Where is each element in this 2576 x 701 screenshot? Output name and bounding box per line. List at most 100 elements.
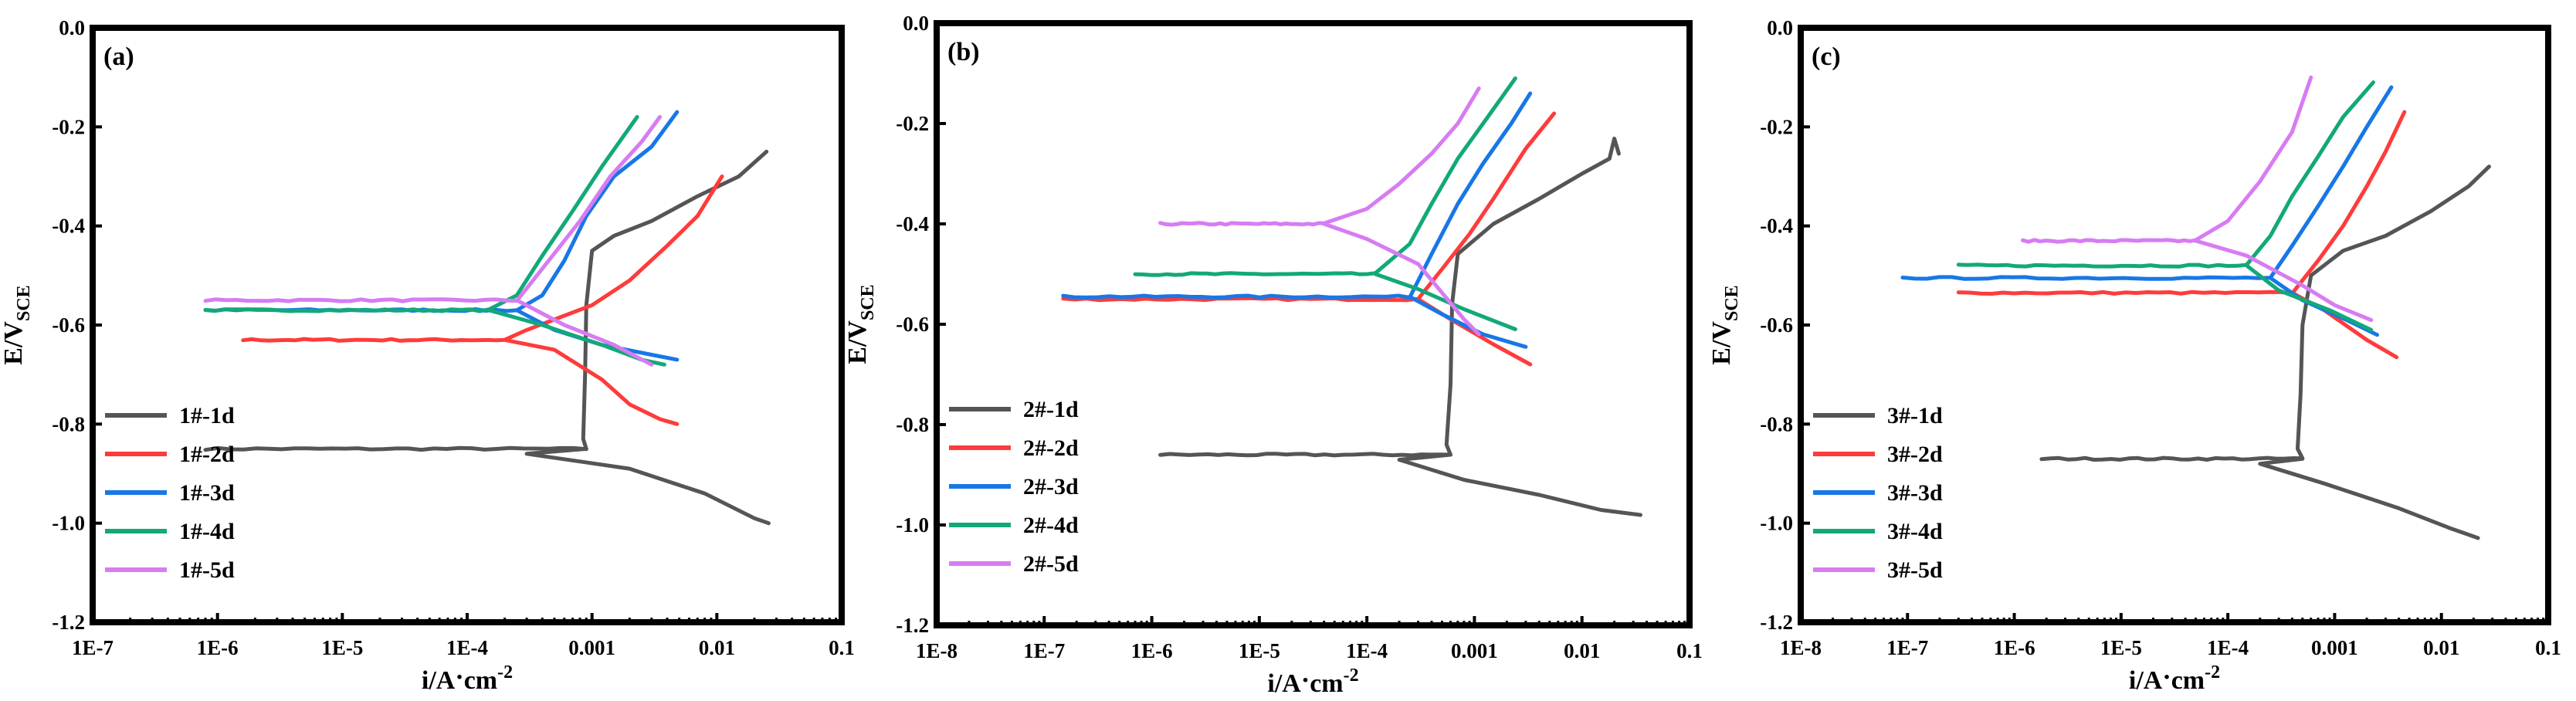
- series-line-1#-5d-anodic: [203, 115, 663, 303]
- y-tick-label: -0.2: [52, 115, 85, 138]
- chart-panel-3: 0.0 -0.2 -0.4 -0.6 -0.8 -1.0 -1.21E-8 1E-7 1E-6 1…: [1707, 16, 2561, 695]
- series-line-1#-1d-cathodic: [524, 446, 771, 526]
- series-line-2#-4d-anodic: [1133, 76, 1517, 277]
- y-tick-label: -0.2: [896, 112, 929, 135]
- legend-label: 2#-5d: [1023, 551, 1079, 577]
- y-tick-label: -0.6: [52, 313, 85, 337]
- x-tick-label: 0.1: [829, 636, 855, 659]
- y-tick-label: -0.4: [896, 212, 929, 235]
- series-line-1#-2d-cathodic: [503, 337, 680, 426]
- series-line-3#-4d-anodic: [1956, 80, 2375, 269]
- y-tick-label: -1.2: [1760, 611, 1793, 634]
- series-line-1#-3d-cathodic: [514, 308, 680, 362]
- x-tick-label: 1E-7: [1886, 636, 1928, 659]
- legend-label: 3#-3d: [1887, 480, 1943, 506]
- legend-label: 1#-2d: [179, 442, 235, 467]
- x-tick-label: 0.01: [1564, 639, 1600, 662]
- y-axis-title: E/VSCE: [843, 284, 878, 364]
- series-line-1#-5d-cathodic: [514, 298, 654, 367]
- panel-label: (b): [947, 38, 980, 66]
- y-axis-title: E/VSCE: [1707, 285, 1742, 364]
- series-line-2#-5d-cathodic: [1322, 222, 1481, 337]
- x-axis-title: i/A·cm-2: [2129, 662, 2220, 695]
- x-tick-label: 0.001: [568, 636, 615, 659]
- y-tick-label: -0.2: [1760, 115, 1793, 138]
- x-tick-label: 1E-4: [1346, 639, 1388, 662]
- y-tick-label: -1.0: [1760, 512, 1793, 535]
- series-line-2#-4d-cathodic: [1373, 272, 1517, 331]
- legend-label: 1#-4d: [179, 519, 235, 544]
- series-line-1#-4d-anodic: [203, 115, 639, 313]
- x-tick-label: 1E-8: [916, 639, 958, 662]
- series-line-2#-2d-anodic: [1061, 111, 1557, 303]
- series-line-3#-4d-cathodic: [2245, 263, 2374, 332]
- y-tick-label: 0.0: [1767, 16, 1793, 39]
- x-tick-label: 1E-5: [2100, 636, 2142, 659]
- legend-label: 2#-2d: [1023, 435, 1079, 461]
- legend-label: 3#-5d: [1887, 557, 1943, 583]
- chart-panel-1: 0.0 -0.2 -0.4 -0.6 -0.8 -1.0 -1.21E-7 1E-6 1E-5 1…: [0, 16, 855, 695]
- legend-label: 3#-1d: [1887, 403, 1943, 428]
- x-tick-label: 1E-4: [446, 636, 488, 659]
- y-tick-label: -0.4: [52, 215, 85, 238]
- legend: 3#-1d 3#-2d 3#-3d 3#-4d 3#-5d: [1813, 403, 1943, 583]
- legend-label: 2#-1d: [1023, 397, 1079, 422]
- series-line-2#-3d-cathodic: [1408, 294, 1528, 349]
- series-line-3#-5d-cathodic: [2194, 239, 2374, 323]
- y-tick-label: 0.0: [903, 12, 929, 35]
- series-line-2#-1d-cathodic: [1397, 452, 1642, 517]
- series-line-3#-1d-cathodic: [2258, 456, 2480, 540]
- legend-label: 3#-4d: [1887, 519, 1943, 544]
- series-layer: [1061, 76, 1642, 517]
- y-tick-label: 0.0: [59, 16, 85, 39]
- y-tick-label: -0.4: [1760, 215, 1793, 238]
- legend-label: 2#-3d: [1023, 474, 1079, 500]
- x-tick-label: 0.1: [2535, 636, 2561, 659]
- y-tick-label: -1.2: [52, 611, 85, 634]
- series-line-3#-1d-anodic: [2039, 164, 2491, 462]
- x-tick-label: 1E-6: [1131, 639, 1173, 662]
- y-tick-label: -0.8: [1760, 412, 1793, 435]
- x-tick-label: 1E-5: [1239, 639, 1280, 662]
- series-line-1#-2d-anodic: [241, 174, 724, 343]
- y-tick-label: -0.8: [52, 412, 85, 435]
- x-tick-label: 0.01: [699, 636, 735, 659]
- legend: 2#-1d 2#-2d 2#-3d 2#-4d 2#-5d: [949, 397, 1079, 577]
- series-line-1#-3d-anodic: [203, 110, 680, 313]
- legend-label: 1#-3d: [179, 480, 235, 506]
- legend: 1#-1d 1#-2d 1#-3d 1#-4d 1#-5d: [105, 403, 235, 583]
- x-tick-label: 1E-6: [1994, 636, 2035, 659]
- series-line-3#-5d-anodic: [2021, 75, 2313, 244]
- y-tick-label: -0.8: [896, 413, 929, 436]
- y-tick-label: -1.0: [52, 512, 85, 535]
- legend-label: 2#-4d: [1023, 513, 1079, 538]
- series-layer: [1900, 75, 2491, 540]
- series-layer: [203, 110, 771, 526]
- series-line-2#-1d-anodic: [1158, 137, 1621, 458]
- y-tick-label: -0.6: [1760, 313, 1793, 337]
- x-tick-label: 1E-5: [321, 636, 363, 659]
- series-line-2#-3d-anodic: [1061, 91, 1533, 300]
- x-tick-label: 0.001: [2311, 636, 2358, 659]
- series-line-2#-5d-anodic: [1158, 86, 1481, 227]
- panel-label: (c): [1812, 42, 1841, 71]
- legend-label: 3#-2d: [1887, 442, 1943, 467]
- y-axis-title: E/VSCE: [0, 285, 34, 364]
- x-tick-label: 0.001: [1451, 639, 1498, 662]
- panel-label: (a): [103, 42, 134, 71]
- series-line-3#-3d-anodic: [1900, 85, 2394, 281]
- y-tick-label: -1.2: [896, 614, 929, 637]
- x-tick-label: 1E-7: [72, 636, 114, 659]
- x-tick-label: 0.1: [1676, 639, 1703, 662]
- x-tick-label: 1E-4: [2207, 636, 2249, 659]
- x-axis-title: i/A·cm-2: [1267, 665, 1358, 698]
- y-tick-label: -1.0: [896, 513, 929, 537]
- x-tick-label: 1E-6: [197, 636, 239, 659]
- x-axis-title: i/A·cm-2: [422, 662, 513, 695]
- y-tick-label: -0.6: [896, 313, 929, 336]
- legend-label: 1#-5d: [179, 557, 235, 583]
- x-tick-label: 1E-8: [1780, 636, 1822, 659]
- x-tick-label: 0.01: [2423, 636, 2459, 659]
- legend-label: 1#-1d: [179, 403, 235, 428]
